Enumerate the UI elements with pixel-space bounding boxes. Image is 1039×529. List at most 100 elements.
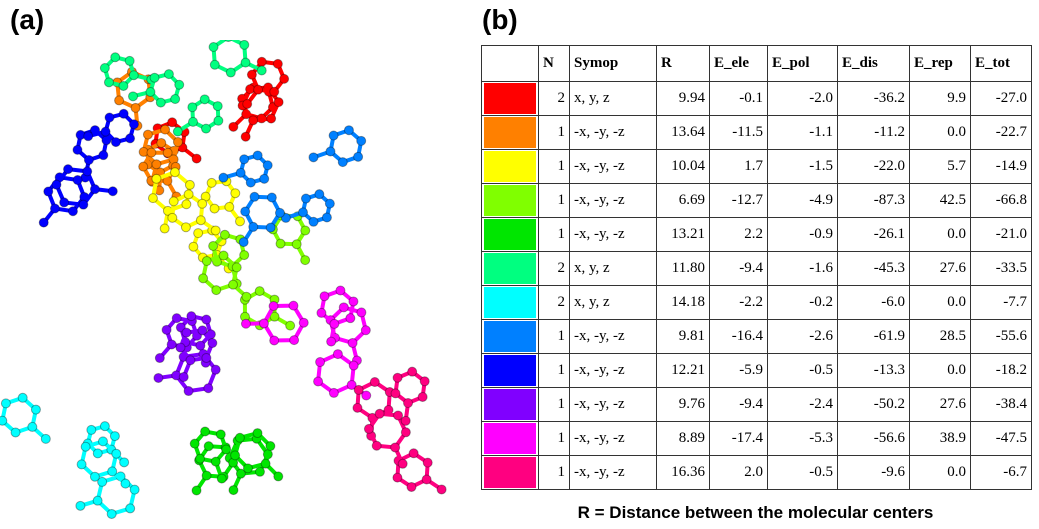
atom xyxy=(170,168,179,177)
atom xyxy=(391,443,400,452)
table-cell: -11.5 xyxy=(710,116,768,150)
table-cell: 13.64 xyxy=(657,116,710,150)
atom xyxy=(185,180,194,189)
table-cell: 1 xyxy=(539,116,570,150)
atom xyxy=(229,280,238,289)
atom xyxy=(210,60,219,69)
atom xyxy=(169,197,178,206)
atom xyxy=(344,126,353,135)
table-cell: 8.89 xyxy=(657,422,710,456)
table-cell: 10.04 xyxy=(657,150,710,184)
atom xyxy=(81,442,90,451)
atom xyxy=(204,384,213,393)
table-cell: -33.5 xyxy=(971,252,1032,286)
figure: (a) (b) NSymopRE_eleE_polE_disE_repE_tot… xyxy=(0,0,1039,529)
atom xyxy=(73,145,82,154)
atom xyxy=(196,341,205,350)
atom xyxy=(329,131,338,140)
table-cell: 1 xyxy=(539,218,570,252)
atom xyxy=(255,467,264,476)
table-row: 2x, y, z11.80-9.4-1.6-45.327.6-33.5 xyxy=(482,252,1032,286)
atom xyxy=(154,373,163,382)
table-cell: -45.3 xyxy=(838,252,910,286)
atom xyxy=(115,96,124,105)
atom xyxy=(155,354,164,363)
atom xyxy=(333,350,342,359)
table-cell: -x, -y, -z xyxy=(570,320,657,354)
atom xyxy=(111,53,120,62)
table-cell: 5.7 xyxy=(910,150,971,184)
color-swatch xyxy=(484,219,536,250)
atom xyxy=(280,74,289,83)
atom xyxy=(192,154,201,163)
atom xyxy=(143,130,152,139)
atom xyxy=(148,194,157,203)
atom xyxy=(229,486,238,495)
atom xyxy=(190,439,199,448)
atom xyxy=(100,422,109,431)
atom xyxy=(201,427,210,436)
table-cell: -1.6 xyxy=(768,252,838,286)
atom xyxy=(93,449,102,458)
atom xyxy=(125,56,134,65)
table-cell: -5.3 xyxy=(768,422,838,456)
atom xyxy=(299,318,308,327)
table-cell: 28.5 xyxy=(910,320,971,354)
atom xyxy=(249,116,258,125)
atom xyxy=(209,241,218,250)
atom xyxy=(84,132,93,141)
atom xyxy=(129,71,138,80)
table-cell: 14.18 xyxy=(657,286,710,320)
table-cell: -22.7 xyxy=(971,116,1032,150)
table-cell: 9.76 xyxy=(657,388,710,422)
atom xyxy=(164,70,173,79)
atom xyxy=(241,132,250,141)
swatch-cell xyxy=(482,218,539,252)
table-cell: -27.0 xyxy=(971,82,1032,116)
atom xyxy=(156,98,165,107)
atom xyxy=(200,95,209,104)
atom xyxy=(163,148,172,157)
atom xyxy=(192,486,201,495)
atom xyxy=(270,87,279,96)
atom xyxy=(316,358,325,367)
atom xyxy=(242,292,251,301)
atom xyxy=(196,216,205,225)
atom xyxy=(241,319,250,328)
atom xyxy=(231,189,240,198)
atom xyxy=(338,158,347,167)
table-cell: 1 xyxy=(539,320,570,354)
atom xyxy=(330,319,339,328)
table-row: 1-x, -y, -z13.212.2-0.9-26.10.0-21.0 xyxy=(482,218,1032,252)
atom xyxy=(292,240,301,249)
table-cell: -6.7 xyxy=(971,456,1032,490)
atom xyxy=(286,321,295,330)
atom xyxy=(326,147,335,156)
table-cell: -1.5 xyxy=(768,150,838,184)
atom xyxy=(110,432,119,441)
table-cell: 2 xyxy=(539,252,570,286)
atom xyxy=(361,326,370,335)
atom xyxy=(401,428,410,437)
atom xyxy=(176,343,185,352)
atom xyxy=(269,301,278,310)
atom xyxy=(186,356,195,365)
atom xyxy=(353,403,362,412)
table-cell: 2.0 xyxy=(710,456,768,490)
atom xyxy=(168,118,177,127)
atom xyxy=(273,59,282,68)
atom xyxy=(129,120,138,129)
table-cell: -x, -y, -z xyxy=(570,422,657,456)
atom xyxy=(398,459,407,468)
atom xyxy=(211,226,220,235)
atom xyxy=(194,229,203,238)
atom xyxy=(216,430,225,439)
atom xyxy=(349,297,358,306)
color-swatch xyxy=(484,423,536,454)
atom xyxy=(329,388,338,397)
atom xyxy=(90,185,99,194)
atom xyxy=(173,127,182,136)
atom xyxy=(189,117,198,126)
